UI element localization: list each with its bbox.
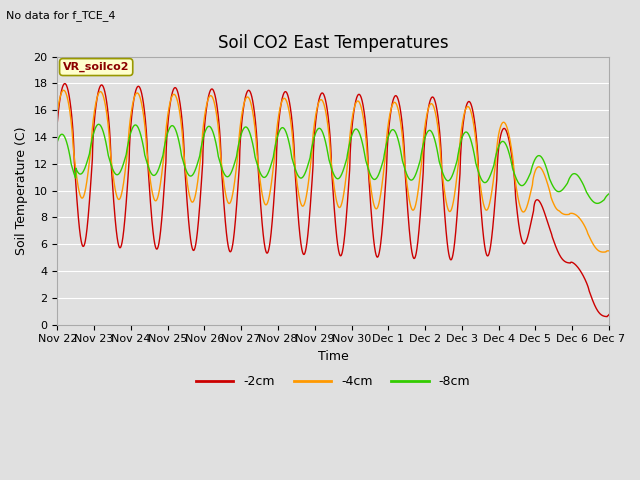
- -8cm: [289, 159, 297, 165]
- Legend: -2cm, -4cm, -8cm: -2cm, -4cm, -8cm: [191, 371, 476, 394]
- -8cm: [95, 121, 102, 127]
- -2cm: [265, 245, 273, 251]
- -4cm: [535, 164, 543, 170]
- -4cm: [116, 194, 124, 200]
- Line: -4cm: -4cm: [58, 90, 609, 252]
- -2cm: [605, 312, 612, 317]
- -2cm: [535, 198, 543, 204]
- -8cm: [535, 153, 543, 158]
- -8cm: [265, 168, 273, 173]
- -4cm: [265, 194, 273, 200]
- Line: -8cm: -8cm: [58, 124, 609, 204]
- -2cm: [116, 245, 124, 251]
- -4cm: [605, 248, 612, 254]
- -8cm: [149, 172, 157, 178]
- -2cm: [604, 314, 611, 320]
- -8cm: [54, 139, 61, 144]
- -2cm: [289, 129, 297, 134]
- -4cm: [595, 248, 602, 253]
- Text: No data for f_TCE_4: No data for f_TCE_4: [6, 10, 116, 21]
- -4cm: [60, 87, 67, 93]
- -4cm: [149, 193, 157, 199]
- -2cm: [149, 230, 157, 236]
- -2cm: [61, 81, 68, 86]
- Y-axis label: Soil Temperature (C): Soil Temperature (C): [15, 126, 28, 255]
- -8cm: [593, 201, 601, 206]
- -4cm: [289, 140, 297, 146]
- -8cm: [116, 168, 124, 174]
- -4cm: [600, 249, 607, 255]
- -2cm: [595, 309, 602, 314]
- -4cm: [54, 109, 61, 115]
- -2cm: [54, 119, 61, 124]
- Line: -2cm: -2cm: [58, 84, 609, 317]
- -8cm: [605, 191, 612, 197]
- X-axis label: Time: Time: [318, 350, 349, 363]
- Text: VR_soilco2: VR_soilco2: [63, 62, 129, 72]
- Title: Soil CO2 East Temperatures: Soil CO2 East Temperatures: [218, 34, 449, 52]
- -8cm: [595, 200, 602, 206]
